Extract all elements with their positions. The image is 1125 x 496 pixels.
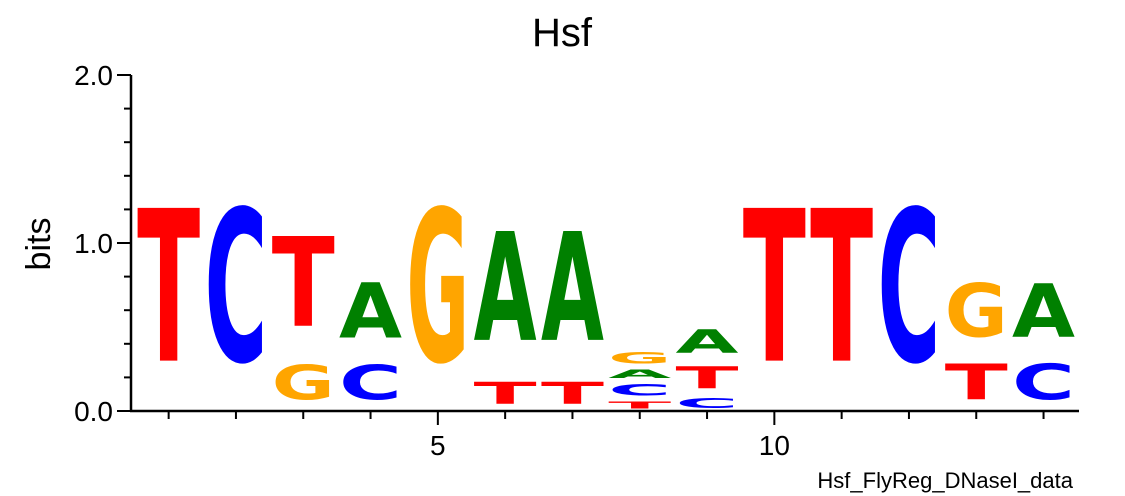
logo-letter-c: C — [676, 396, 739, 411]
x-axis-ticks: 5 10 — [167, 411, 1045, 461]
logo-letter-t: T — [608, 399, 671, 411]
logo-letter-a: A — [541, 202, 604, 376]
y-tick-label: 0.0 — [74, 396, 113, 427]
logo-letter-g: G — [608, 349, 671, 367]
logo-letter-t: T — [474, 376, 537, 411]
logo-letter-c: C — [608, 381, 671, 399]
x-tick-label: 10 — [759, 430, 790, 461]
logo-letter-t: T — [541, 376, 604, 411]
logo-letter-g: G — [945, 268, 1008, 354]
logo-letter-a: A — [474, 202, 537, 376]
chart-title: Hsf — [532, 11, 593, 55]
logo-letter-a: A — [608, 367, 671, 380]
logo-letter-c: C — [339, 357, 402, 412]
logo-letter-a: A — [1012, 269, 1075, 354]
logo-letter-t: T — [676, 361, 739, 396]
logo-letter-t: T — [743, 168, 806, 411]
logo-letter-c: C — [1012, 355, 1075, 412]
x-tick-label: 5 — [430, 430, 446, 461]
source-label: Hsf_FlyReg_DNaseI_data — [817, 468, 1073, 493]
logo-letter-c: C — [204, 166, 267, 411]
logo-letter-c: C — [877, 166, 940, 411]
logo-letter-t: T — [945, 354, 1008, 411]
logo-letter-g: G — [406, 167, 469, 411]
logo-letter-t: T — [272, 212, 335, 356]
logo-letter-t: T — [137, 168, 200, 411]
logo-letter-g: G — [272, 357, 335, 412]
y-axis-ticks: 0.0 1.0 2.0 — [74, 60, 131, 427]
logo-letter-t: T — [810, 168, 873, 411]
logo-letter-a: A — [339, 267, 402, 356]
logo-letter-a: A — [676, 324, 739, 361]
y-axis-label: bits — [20, 218, 58, 271]
y-tick-label: 2.0 — [74, 60, 113, 91]
y-tick-label: 1.0 — [74, 228, 113, 259]
